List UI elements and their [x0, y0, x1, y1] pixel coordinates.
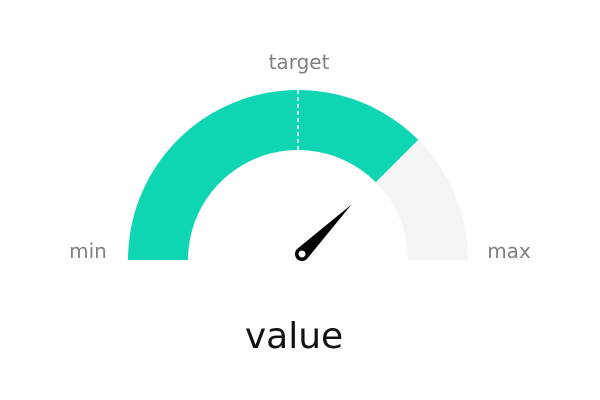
value-label: value: [245, 316, 343, 357]
max-label: max: [487, 239, 531, 263]
min-label: min: [69, 239, 107, 263]
gauge-needle: [294, 204, 352, 262]
target-label: target: [269, 50, 330, 74]
needle-body: [294, 204, 352, 262]
needle-pivot: [298, 250, 306, 258]
gauge-value-fill: [128, 89, 419, 260]
